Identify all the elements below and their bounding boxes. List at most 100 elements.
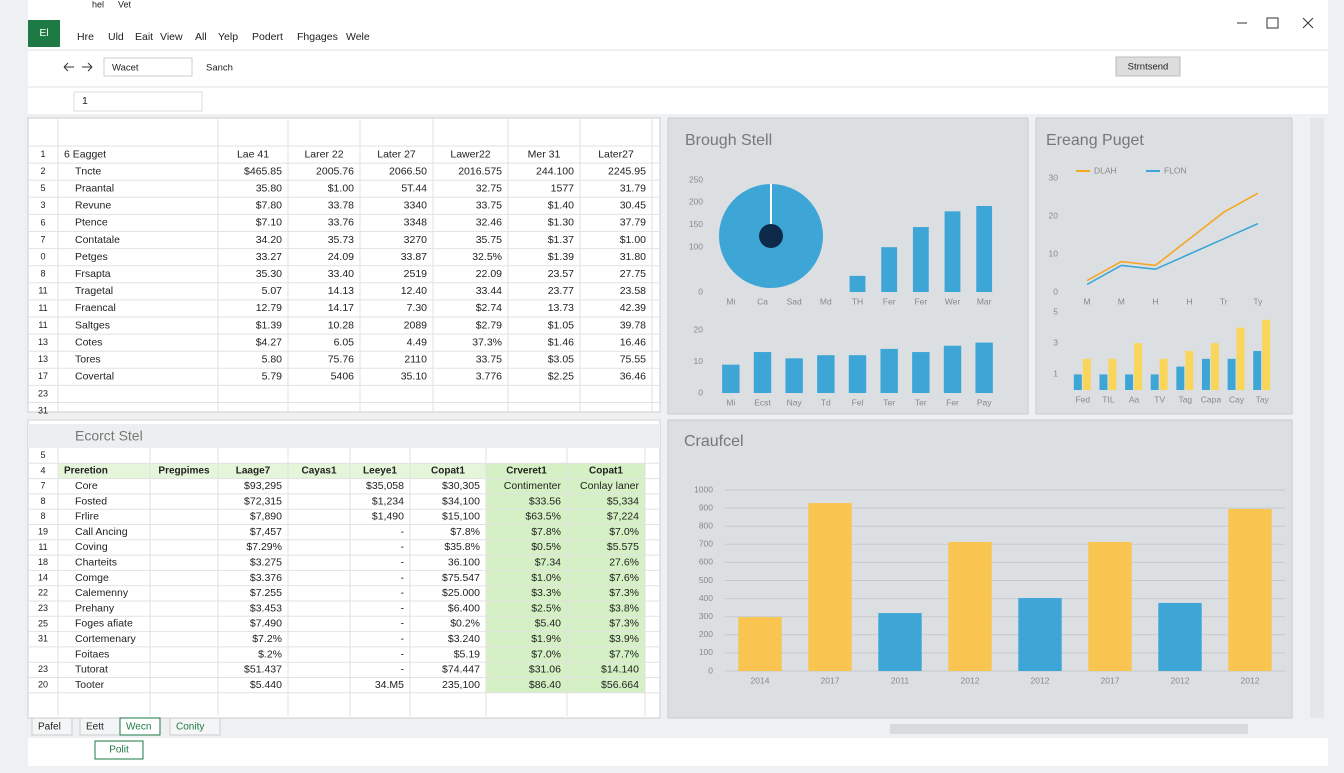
app-icon-label: El [39, 27, 48, 39]
menu-item[interactable]: Wele [346, 31, 370, 43]
cell: 30.45 [620, 200, 646, 212]
x-tick-label: Tr [1220, 296, 1228, 306]
sheet-tab-label[interactable]: Conity [176, 722, 204, 733]
cell: $3.240 [448, 633, 480, 645]
cell: $1,490 [372, 511, 404, 523]
y-tick-label: 20 [1049, 210, 1059, 220]
cell: 13.73 [548, 302, 574, 314]
cell: $1.30 [548, 217, 574, 229]
h-scrollbar[interactable] [890, 724, 1248, 734]
x-tick-label: TH [852, 296, 863, 306]
status-tab[interactable] [94, 740, 144, 760]
cell: Revune [75, 200, 111, 212]
y-tick-label: 600 [699, 557, 713, 567]
maximize[interactable] [1266, 17, 1279, 29]
row-number: 0 [40, 252, 45, 262]
menu-item[interactable]: Eait [135, 31, 153, 43]
cell: $7.34 [535, 557, 561, 569]
bar [912, 352, 930, 393]
button-label[interactable]: Strntsend [1128, 62, 1169, 73]
column-header: Crveret1 [506, 466, 547, 477]
x-tick-label: Mi [726, 296, 735, 306]
cell: 34.20 [256, 234, 282, 246]
action-button[interactable] [1115, 56, 1181, 77]
menu-item[interactable]: All [195, 31, 207, 43]
cell: $72,315 [244, 495, 282, 507]
name-box[interactable] [103, 57, 193, 77]
menu-item[interactable]: Uld [108, 31, 124, 43]
cell: 2016.575 [458, 165, 502, 177]
cell: $3.3% [531, 587, 561, 599]
formula-text: 1 [82, 95, 88, 107]
y-tick-label: 800 [699, 520, 713, 530]
bar [1082, 358, 1091, 390]
scrollbar[interactable] [1310, 118, 1324, 718]
cell: $3.8% [609, 602, 639, 614]
cell: $1.40 [548, 200, 574, 212]
menu-item[interactable]: Hre [77, 31, 94, 43]
search-box[interactable]: Sanch [206, 63, 233, 74]
row-number: 6 [40, 217, 45, 227]
app-icon [28, 20, 60, 47]
ribbon [28, 0, 1328, 86]
cell: $0.5% [531, 541, 561, 553]
cell: $7,224 [607, 511, 639, 523]
cell: 2245.95 [608, 165, 646, 177]
menu-item[interactable]: Fhgages [297, 31, 338, 43]
status-label[interactable]: Polit [109, 745, 129, 756]
cell: 244.100 [536, 165, 574, 177]
cell: 23.57 [548, 268, 574, 280]
sheet-tab[interactable] [31, 717, 73, 736]
y-tick-label: 500 [699, 575, 713, 585]
cell: - [401, 587, 405, 599]
row-number: 14 [38, 572, 48, 582]
formula-input[interactable] [73, 91, 203, 112]
cell: Fraencal [75, 302, 116, 314]
cell: 33.27 [256, 251, 282, 263]
cell: 24.09 [328, 251, 354, 263]
cell: $30,305 [442, 480, 480, 492]
x-tick-label: 2012 [1031, 675, 1050, 685]
sheet-tab-label[interactable]: Wecn [126, 722, 151, 733]
menu-item[interactable]: View [160, 31, 183, 43]
cell: $1.39 [256, 319, 282, 331]
name-box-text: Wacet [112, 63, 139, 74]
cell: Praantal [75, 183, 114, 195]
cell: Cortemenary [75, 633, 136, 645]
title-item: hel [92, 0, 104, 9]
cell: $1.37 [548, 234, 574, 246]
cell: Charteits [75, 557, 117, 569]
sheet-tab[interactable] [169, 717, 221, 736]
row-number: 11 [38, 542, 47, 552]
x-tick-label: 2017 [821, 675, 840, 685]
x-tick-label: Ter [883, 397, 895, 407]
nav-arrows[interactable] [63, 62, 93, 72]
sheet-tab-label[interactable]: Eett [86, 722, 104, 733]
cell: $4.27 [256, 336, 282, 348]
close[interactable] [1302, 17, 1314, 29]
y-tick-label: 0 [708, 665, 713, 675]
column-header: Laage7 [236, 466, 271, 477]
menu-item[interactable]: Yelp [218, 31, 238, 43]
y-tick-label: 0 [1053, 286, 1058, 296]
menu-item[interactable]: Podert [252, 31, 283, 43]
cell: $14.140 [601, 664, 639, 676]
cell: $7.255 [250, 587, 282, 599]
cell: Foitaes [75, 648, 109, 660]
cell: 27.6% [609, 557, 639, 569]
cell: 32.75 [476, 183, 502, 195]
cell: Coving [75, 541, 108, 553]
cell: 4.49 [407, 336, 428, 348]
cell: Tores [75, 354, 101, 366]
line-series [1086, 192, 1259, 282]
cell: 37.79 [620, 217, 646, 229]
sheet-tab-label[interactable]: Pafel [38, 722, 61, 733]
cell: 2519 [404, 268, 428, 280]
bar [881, 247, 898, 292]
sheet-tab[interactable] [119, 717, 161, 736]
x-tick-label: TV [1154, 394, 1165, 404]
row-number: 4 [40, 465, 45, 475]
x-tick-label: 2017 [1101, 675, 1120, 685]
bar [1262, 319, 1271, 390]
cell: $7.6% [609, 572, 639, 584]
